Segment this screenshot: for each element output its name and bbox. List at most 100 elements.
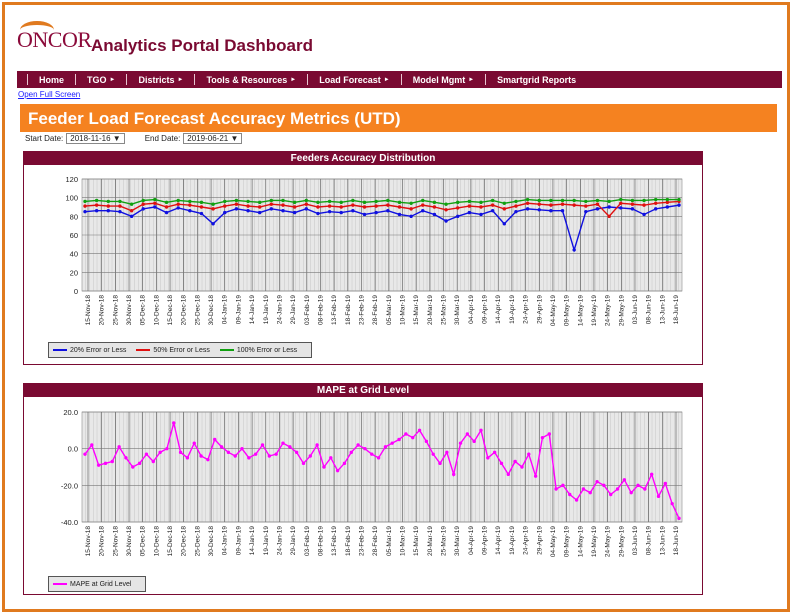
data-point-1 [234,202,239,206]
data-point-0 [404,432,408,436]
data-point-1 [83,204,87,208]
data-point-1 [619,201,623,205]
data-point-0 [335,468,340,473]
nav-item-tgo[interactable]: TGO ► [75,74,126,85]
data-point-0 [506,472,511,477]
x-tick-label: 29-Apr-19 [536,526,543,555]
x-tick-label: 05-Mar-19 [386,295,393,325]
x-tick-label: 14-Jan-19 [249,295,256,325]
logo-arc [20,21,54,39]
data-point-0 [94,209,99,213]
data-point-0 [411,435,415,440]
data-point-1 [525,201,530,205]
data-point-0 [520,465,524,469]
data-point-2 [642,198,646,203]
data-point-0 [339,210,343,215]
data-point-1 [607,214,611,219]
data-point-2 [199,200,204,205]
data-point-0 [663,481,668,486]
data-point-2 [153,197,157,202]
data-point-0 [288,445,292,449]
x-tick-label: 25-Mar-19 [441,295,448,325]
data-point-0 [178,450,183,455]
data-point-0 [390,441,394,445]
x-tick-label: 20-Mar-19 [427,295,434,325]
data-point-0 [642,212,646,217]
open-full-screen-link[interactable]: Open Full Screen [18,90,81,99]
chart2-title: MAPE at Grid Level [24,384,702,397]
nav-item-smartgrid-reports[interactable]: Smartgrid Reports [485,74,587,85]
data-point-0 [153,205,157,209]
x-tick-label: 05-Dec-18 [140,526,147,557]
data-point-1 [537,202,541,206]
data-point-2 [292,200,297,205]
data-point-1 [374,204,378,208]
legend-item-mape: MAPE at Grid Level [53,581,131,588]
data-point-0 [176,206,180,210]
data-point-2 [654,197,658,202]
data-point-0 [260,443,265,447]
data-point-1 [549,203,553,207]
caret-right-icon: ► [177,76,184,83]
x-tick-label: 30-Dec-18 [208,295,215,326]
data-point-0 [83,452,87,456]
nav-item-model-mgmt[interactable]: Model Mgmt ► [400,74,485,85]
x-tick-label: 08-Feb-19 [317,295,324,325]
data-point-2 [176,198,180,203]
data-point-2 [188,199,192,204]
data-point-0 [451,472,456,477]
x-tick-label: 04-May-19 [550,295,557,326]
y-tick-label: 20 [70,268,78,277]
x-tick-label: 19-Jan-19 [263,526,270,556]
data-point-1 [351,203,355,207]
data-point-2 [281,198,285,203]
data-point-1 [258,205,262,209]
data-point-0 [131,465,135,469]
x-tick-label: 24-Jan-19 [276,295,283,325]
data-point-1 [665,200,670,205]
data-point-0 [90,443,94,447]
nav-item-home[interactable]: Home [27,74,75,85]
data-point-0 [294,450,299,455]
data-point-0 [258,210,262,215]
data-point-2 [351,198,355,203]
y-tick-label: 0 [74,287,78,296]
x-tick-label: 24-Apr-19 [523,295,530,324]
x-tick-label: 05-Dec-18 [140,295,147,326]
data-point-0 [233,454,237,458]
data-point-1 [409,207,413,211]
data-point-0 [315,443,319,447]
data-point-0 [376,456,381,460]
nav-item-tools-resources[interactable]: Tools & Resources ► [194,74,307,85]
x-tick-label: 15-Dec-18 [167,295,174,326]
data-point-1 [223,204,227,208]
mape-chart: 15-Nov-18 20-Nov-18 25-Nov-18 30-Nov-18 05-D… [61,408,683,557]
x-tick-label: 15-Nov-18 [85,295,92,326]
y-tick-label: 40 [70,250,78,259]
data-point-1 [246,204,250,208]
data-point-1 [397,205,402,209]
data-point-0 [281,441,285,445]
x-tick-label: 19-May-19 [591,526,598,557]
nav-item-load-forecast[interactable]: Load Forecast ► [307,74,400,85]
data-point-0 [370,452,374,456]
nav-item-districts[interactable]: Districts ► [126,74,194,85]
end-date-select[interactable]: 2019-06-21 ▼ [183,133,243,144]
x-tick-label: 04-Apr-19 [468,295,475,324]
data-point-2 [386,198,390,203]
end-date-label: End Date: [144,134,181,143]
app-title: Analytics Portal Dashboard [91,36,314,55]
data-point-2 [607,199,611,204]
data-point-0 [223,210,227,215]
start-date-select[interactable]: 2018-11-16 ▼ [66,133,125,144]
data-point-0 [547,432,551,436]
legend-item-100: 100% Error or Less [219,347,297,354]
data-point-0 [247,456,251,460]
date-filters: Start Date: 2018-11-16 ▼ End Date: 2019-… [25,133,262,144]
x-tick-label: 29-May-19 [618,295,625,326]
x-tick-label: 08-Jun-19 [646,295,653,325]
data-point-0 [584,209,588,214]
data-point-0 [568,492,572,497]
data-point-0 [165,446,169,451]
data-point-0 [117,445,121,449]
